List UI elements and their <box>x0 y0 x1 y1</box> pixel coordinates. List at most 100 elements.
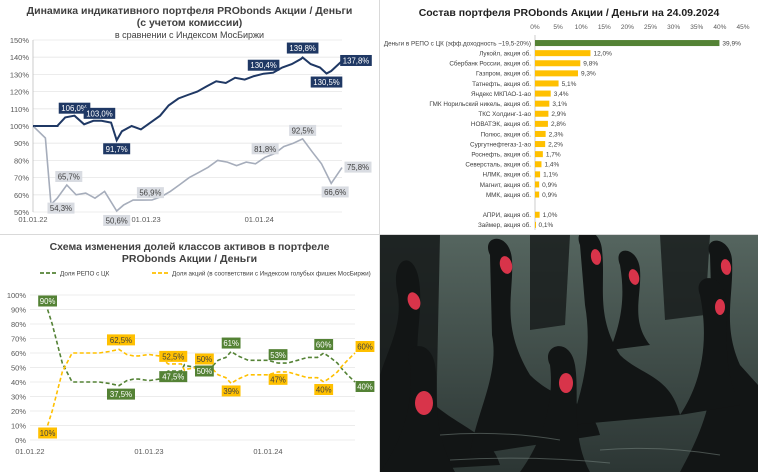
category-label: Северсталь, акция об. <box>465 161 531 169</box>
x-tick-label: 01.01.22 <box>18 215 47 224</box>
data-label-box <box>55 170 83 182</box>
bar <box>535 110 549 117</box>
swan-beaks <box>407 249 732 415</box>
y-tick-label: 60% <box>14 191 29 200</box>
data-label: 130,5% <box>313 78 340 87</box>
y-tick-label: 0% <box>15 436 26 445</box>
y-tick-label: 90% <box>11 306 26 315</box>
data-label-box <box>344 161 372 173</box>
value-label: 2,2% <box>548 141 563 148</box>
data-label: 60% <box>316 341 332 350</box>
y-tick-label: 110% <box>10 105 29 114</box>
horizontal-divider <box>0 234 758 235</box>
swan-group <box>380 235 758 472</box>
data-label: 65,7% <box>58 172 80 181</box>
data-label: 50,6% <box>106 216 128 225</box>
data-label: 10% <box>40 429 56 438</box>
y-tick-label: 70% <box>11 335 26 344</box>
data-label-box <box>268 349 288 361</box>
data-label: 40% <box>357 383 373 392</box>
chart3-title-line2: PRObonds Акции / Деньги <box>121 253 258 265</box>
category-label: НЛМК, акция об. <box>483 171 532 179</box>
value-label: 5,1% <box>562 81 577 88</box>
legend-label: Доля акций (в соответствии с Индексом го… <box>172 270 371 278</box>
bar <box>535 90 551 97</box>
category-label: ММК, акция об. <box>486 191 531 199</box>
data-label-box <box>194 353 214 365</box>
x-tick-label: 5% <box>553 24 563 31</box>
y-tick-label: 50% <box>14 208 29 217</box>
data-label: 40% <box>316 386 332 395</box>
chart1-title-line2: (с учетом комиссии) <box>136 17 243 29</box>
data-label-box <box>355 381 375 392</box>
bar <box>535 100 550 107</box>
data-label-box <box>310 76 343 88</box>
chart1-title-line1: Динамика индикативного портфеля PRObonds… <box>26 5 353 17</box>
data-label: 47,5% <box>162 373 184 382</box>
bar <box>535 181 540 188</box>
data-label: 91,7% <box>106 145 128 154</box>
y-tick-label: 130% <box>10 70 30 79</box>
repo-share-line <box>46 309 356 387</box>
value-label: 0,9% <box>542 192 557 199</box>
data-label: 53% <box>270 351 286 360</box>
data-label: 39% <box>223 387 239 396</box>
data-label: 61% <box>223 339 239 348</box>
data-label-box <box>355 341 375 352</box>
data-label-box <box>251 143 279 155</box>
bar <box>535 40 720 47</box>
data-label: 81,8% <box>254 145 276 154</box>
x-tick-label: 01.01.24 <box>245 215 274 224</box>
value-label: 1,1% <box>543 172 558 179</box>
value-label: 9,8% <box>583 61 598 68</box>
y-tick-label: 50% <box>11 364 26 373</box>
portfolio-composition-panel: Состав портфеля PRObonds Акции / Деньги … <box>380 0 758 234</box>
data-label-box <box>103 214 131 226</box>
y-tick-label: 60% <box>11 349 26 358</box>
asset-share-chart: 0% 10% 20% 30% 40% 50% 60% 70% 80% 90% 100% 01.01.2… <box>7 270 375 456</box>
data-label: 56,9% <box>139 189 161 198</box>
data-label: 106,0% <box>61 104 88 113</box>
category-label: Займер, акция об. <box>478 221 531 229</box>
data-label-box <box>247 59 280 71</box>
data-label-box <box>321 186 349 198</box>
data-label: 50% <box>197 367 213 376</box>
portfolio-vs-index-chart: 50% 60% 70% 80% 90% 100% 110% 120% 130% 140% 150% 0… <box>10 36 372 226</box>
data-label: 54,3% <box>50 204 72 213</box>
bar <box>535 60 581 67</box>
bar <box>535 120 548 127</box>
x-tick-label: 10% <box>575 24 588 31</box>
x-tick-label: 15% <box>598 24 611 31</box>
value-label: 0,1% <box>538 222 553 229</box>
data-label-box <box>106 334 135 346</box>
asset-share-panel: Схема изменения долей классов активов в … <box>0 235 379 472</box>
portfolio-dynamics-panel: Динамика индикативного портфеля PRObonds… <box>0 0 379 234</box>
x-tick-label: 01.01.23 <box>132 215 161 224</box>
index-line <box>32 125 343 213</box>
value-label: 9,3% <box>581 71 596 78</box>
bar <box>535 171 541 178</box>
y-tick-label: 10% <box>11 422 26 431</box>
data-label-box <box>314 339 334 350</box>
category-label: Сбербанк России, акция об. <box>449 60 531 68</box>
data-label: 75,8% <box>347 163 369 172</box>
bar <box>535 141 546 148</box>
value-label: 12,0% <box>593 50 612 57</box>
x-tick-label: 0% <box>530 24 540 31</box>
x-tick-label: 20% <box>621 24 634 31</box>
portfolio-line <box>33 56 343 143</box>
data-label-box <box>58 102 91 114</box>
bar <box>535 211 540 218</box>
data-label-box <box>289 124 317 136</box>
composition-bar-chart: 0% 5% 10% 15% 20% 25% 30% 35% 40% 45% Деньги в РЕП… <box>384 24 750 230</box>
data-label-box <box>194 365 214 377</box>
category-label: Татнефть, акция об. <box>472 80 531 88</box>
category-label: ТКС Холдинг-1-ао <box>478 111 531 118</box>
y-tick-label: 80% <box>14 156 29 165</box>
data-label: 47% <box>270 375 286 384</box>
black-swans-photo <box>380 235 758 472</box>
x-tick-label: 01.01.22 <box>15 447 44 456</box>
category-label: Яндекс МКПАО-1-ао <box>471 91 532 98</box>
data-label: 37,5% <box>110 390 132 399</box>
data-label-box <box>159 371 188 383</box>
